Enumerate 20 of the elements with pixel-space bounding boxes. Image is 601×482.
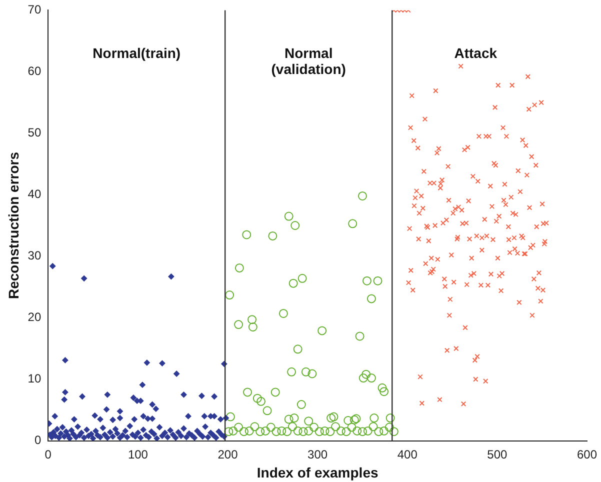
y-tick-label: 60 bbox=[28, 64, 42, 78]
x-tick-label: 100 bbox=[128, 447, 148, 462]
x-tick-label: 200 bbox=[218, 447, 238, 462]
y-tick-label: 50 bbox=[28, 126, 42, 140]
y-tick-label: 70 bbox=[28, 2, 42, 17]
y-tick-label: 30 bbox=[28, 248, 42, 263]
y-axis-title: Reconstruction errors bbox=[5, 152, 22, 300]
y-tick-label: 40 bbox=[28, 187, 42, 202]
annotation: Normal (validation) bbox=[271, 45, 346, 78]
y-tick-label: 10 bbox=[28, 372, 42, 386]
annotation: Normal(train) bbox=[92, 45, 181, 62]
y-tick-label: 0 bbox=[34, 433, 42, 448]
x-tick-label: 0 bbox=[44, 447, 52, 462]
x-tick-label: 300 bbox=[308, 447, 328, 462]
x-tick-label: 500 bbox=[487, 447, 508, 462]
annotation: Attack bbox=[454, 45, 498, 62]
y-tick-label: 20 bbox=[28, 310, 42, 324]
x-tick-label: 600 bbox=[576, 447, 598, 462]
x-tick-label: 400 bbox=[397, 447, 418, 462]
x-axis-title: Index of examples bbox=[256, 464, 378, 480]
